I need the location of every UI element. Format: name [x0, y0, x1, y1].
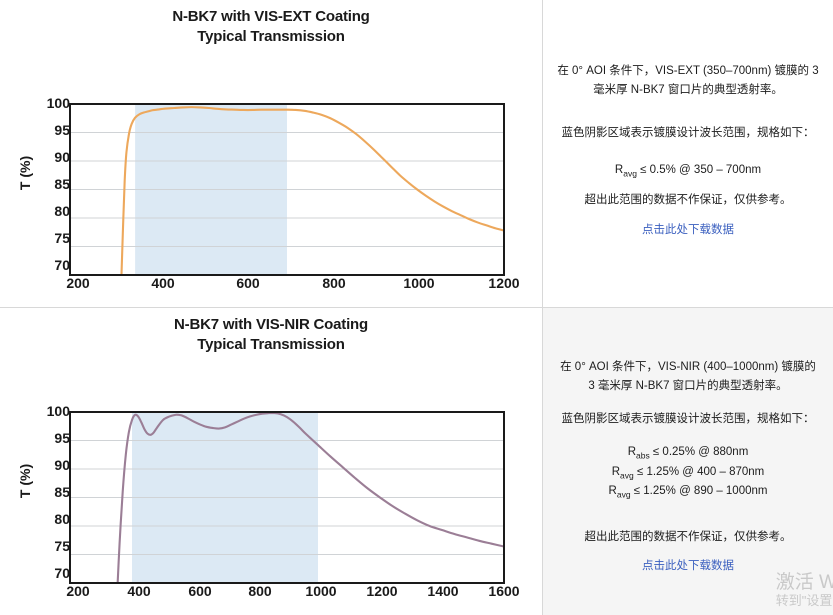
transmission-plot-vis-nir: [69, 410, 505, 584]
spec-list: Rabs ≤ 0.25% @ 880nm Ravg ≤ 1.25% @ 400 …: [543, 443, 833, 502]
y-tick-95: 95: [54, 429, 70, 446]
y-tick-70: 70: [54, 564, 70, 581]
spec-symbol: R: [611, 465, 621, 478]
chart-title-line2: Typical Transmission: [197, 335, 345, 353]
y-tick-85: 85: [54, 483, 70, 500]
chart-title-vis-nir: N-BK7 with VIS-NIR Coating Typical Trans…: [0, 308, 542, 355]
x-tick-1000: 1000: [403, 274, 435, 291]
spec-row: Ravg ≤ 1.25% @ 400 – 870nm: [543, 463, 833, 483]
spec-row: Ravg ≤ 1.25% @ 890 – 1000nm: [543, 482, 833, 502]
x-tick-600: 600: [188, 582, 212, 599]
x-tick-1400: 1400: [427, 582, 459, 599]
x-tick-1200: 1200: [366, 582, 398, 599]
x-tick-1600: 1600: [488, 582, 520, 599]
plot-area-vis-ext: T (%) 100 95 90 85 80 75 70 200 400 600 …: [0, 47, 543, 335]
spec-subscript: abs: [636, 450, 650, 461]
x-tick-400: 400: [151, 274, 175, 291]
description-cell-vis-ext: 在 0° AOI 条件下，VIS-EXT (350–700nm) 镀膜的 3 毫…: [543, 0, 833, 307]
y-tick-labels: 100 95 90 85 80 75 70: [24, 47, 70, 297]
chart-title-line1: N-BK7 with VIS-EXT Coating: [172, 8, 370, 25]
download-data-link[interactable]: 点击此处下载数据: [642, 224, 734, 237]
watermark-line2: 转到"设置: [775, 593, 833, 609]
chart-cell-vis-ext: N-BK7 with VIS-EXT Coating Typical Trans…: [0, 0, 543, 335]
x-tick-1200: 1200: [488, 274, 520, 291]
x-tick-labels: 200 400 600 800 1000 1200: [0, 275, 543, 295]
y-tick-95: 95: [54, 121, 70, 138]
y-tick-100: 100: [46, 402, 70, 419]
chart-cell-vis-nir: N-BK7 with VIS-NIR Coating Typical Trans…: [0, 308, 543, 615]
spec-row: Rabs ≤ 0.25% @ 880nm: [543, 443, 833, 463]
spec-row: Ravg ≤ 0.5% @ 350 – 700nm: [543, 161, 833, 181]
chart-title-vis-ext: N-BK7 with VIS-EXT Coating Typical Trans…: [0, 0, 542, 47]
spec-subscript: avg: [623, 168, 637, 179]
y-tick-70: 70: [54, 256, 70, 273]
y-tick-85: 85: [54, 175, 70, 192]
x-tick-1000: 1000: [305, 582, 337, 599]
y-tick-labels: 100 95 90 85 80 75 70: [24, 355, 70, 605]
chart-title-line2: Typical Transmission: [197, 27, 345, 45]
y-tick-75: 75: [54, 537, 70, 554]
shaded-band-note: 蓝色阴影区域表示镀膜设计波长范围，规格如下：: [561, 126, 815, 139]
y-tick-80: 80: [54, 202, 70, 219]
y-tick-80: 80: [54, 510, 70, 527]
panel-vis-nir: N-BK7 with VIS-NIR Coating Typical Trans…: [0, 308, 833, 615]
spec-symbol: R: [627, 445, 637, 458]
transmission-plot-vis-ext: [69, 102, 505, 276]
shaded-band-note: 蓝色阴影区域表示镀膜设计波长范围，规格如下：: [561, 412, 815, 425]
disclaimer-text: 超出此范围的数据不作保证，仅供参考。: [584, 193, 792, 206]
download-data-link[interactable]: 点击此处下载数据: [642, 559, 734, 572]
disclaimer-text: 超出此范围的数据不作保证，仅供参考。: [584, 531, 792, 544]
panel-vis-ext: N-BK7 with VIS-EXT Coating Typical Trans…: [0, 0, 833, 335]
spec-value: ≤ 1.25% @ 400 – 870nm: [633, 465, 765, 478]
spec-list: Ravg ≤ 0.5% @ 350 – 700nm: [543, 161, 833, 181]
x-tick-200: 200: [66, 274, 90, 291]
x-tick-800: 800: [248, 582, 272, 599]
spec-symbol: R: [608, 485, 617, 498]
y-tick-90: 90: [54, 456, 70, 473]
y-tick-90: 90: [54, 148, 70, 165]
x-tick-labels: 200 400 600 800 1000 1200 1400 1600: [0, 583, 543, 603]
spec-subscript: avg: [620, 469, 634, 480]
x-tick-800: 800: [322, 274, 346, 291]
spec-value: ≤ 1.25% @ 890 – 1000nm: [630, 485, 768, 498]
x-tick-200: 200: [66, 582, 90, 599]
spec-symbol: R: [614, 163, 624, 176]
description-text: 在 0° AOI 条件下，VIS-NIR (400–1000nm) 镀膜的 3 …: [560, 361, 816, 392]
windows-activation-watermark: 激活 W 转到"设置: [776, 572, 833, 609]
spec-value: ≤ 0.5% @ 350 – 700nm: [636, 163, 762, 176]
plot-area-vis-nir: T (%) 100 95 90 85 80 75 70 200 400 600 …: [0, 355, 543, 605]
y-tick-100: 100: [46, 94, 70, 111]
watermark-line1: 激活 W: [775, 571, 833, 593]
panel-divider: [0, 307, 833, 308]
description-cell-vis-nir: 在 0° AOI 条件下，VIS-NIR (400–1000nm) 镀膜的 3 …: [543, 308, 833, 615]
x-tick-400: 400: [127, 582, 151, 599]
spec-subscript: avg: [616, 489, 631, 500]
y-tick-75: 75: [54, 229, 70, 246]
x-tick-600: 600: [236, 274, 260, 291]
spec-value: ≤ 0.25% @ 880nm: [649, 445, 749, 458]
chart-title-line1: N-BK7 with VIS-NIR Coating: [174, 316, 368, 333]
description-text: 在 0° AOI 条件下，VIS-EXT (350–700nm) 镀膜的 3 毫…: [557, 65, 819, 96]
